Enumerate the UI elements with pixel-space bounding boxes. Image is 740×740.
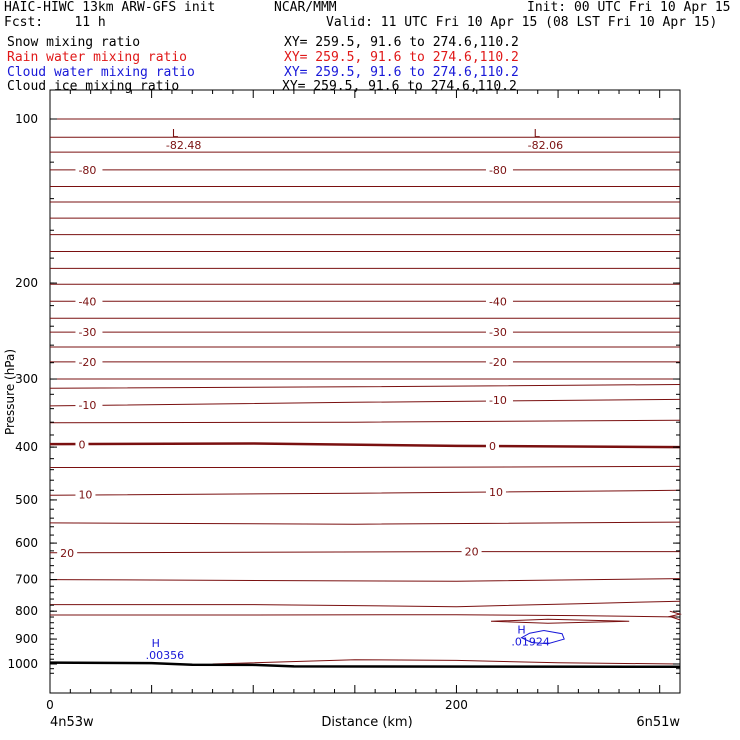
- y-tick-label: 500: [15, 493, 38, 507]
- cloud-water-contour: [520, 630, 565, 645]
- isotherm-line: [49, 521, 681, 525]
- closed-contour: [667, 610, 682, 621]
- forecast-hour: Fcst: 11 h: [4, 15, 106, 30]
- y-tick-label: 600: [15, 536, 38, 550]
- contour-label-bg: [485, 294, 513, 308]
- contour-label-bg: [485, 162, 513, 176]
- isotherm-line: [50, 465, 681, 468]
- contour-label-bg: [485, 393, 513, 407]
- contour-label-bg: [485, 325, 513, 339]
- isotherm-line: [50, 614, 681, 618]
- extremum-letter: L: [534, 127, 541, 140]
- model-title: HAIC-HIWC 13km ARW-GFS init: [4, 0, 216, 15]
- field-name-rain: Rain water mixing ratio: [7, 50, 188, 65]
- field-xy-cloud-water: XY= 259.5, 91.6 to 274.6,110.2: [284, 65, 519, 80]
- x-tick-label: 200: [445, 698, 468, 712]
- y-tick-label: 800: [15, 604, 38, 618]
- contour-label-bg: [75, 487, 96, 501]
- contour-label: -20: [489, 356, 507, 369]
- contour-label: -20: [78, 356, 96, 369]
- contour-label: -80: [489, 164, 507, 177]
- y-tick-label: 1000: [7, 657, 38, 671]
- contour-label: -10: [78, 399, 96, 412]
- contour-label: 20: [465, 546, 479, 559]
- contour-label-bg: [485, 438, 499, 452]
- y-tick-label: 300: [15, 372, 38, 386]
- extremum-letter: H: [517, 624, 525, 637]
- isotherm-line-0: [49, 442, 681, 449]
- right-endpoint-label: 6n51w: [636, 715, 680, 730]
- isotherm-line: [49, 384, 681, 389]
- contour-label: -30: [78, 326, 96, 339]
- contour-label-bg: [75, 398, 103, 412]
- isotherm-line: [50, 600, 681, 608]
- contour-label: 20: [60, 547, 74, 560]
- extremum-value: -82.48: [166, 139, 201, 152]
- contour-layer: [49, 118, 682, 669]
- field-xy-rain: XY= 259.5, 91.6 to 274.6,110.2: [284, 50, 519, 65]
- contour-label: 10: [489, 486, 503, 499]
- contour-label: -10: [489, 394, 507, 407]
- y-axis-title: Pressure (hPa): [3, 349, 17, 435]
- contour-label: -40: [78, 295, 96, 308]
- y-tick-label: 200: [15, 276, 38, 290]
- extremum-value: .00356: [146, 649, 185, 662]
- y-tick-label: 100: [15, 112, 38, 126]
- isotherm-line: [49, 578, 681, 582]
- contour-label-bg: [485, 484, 506, 498]
- contour-label-bg: [485, 354, 513, 368]
- y-tick-label: 900: [15, 632, 38, 646]
- left-endpoint-label: 4n53w: [50, 715, 94, 730]
- contour-label-bg: [75, 162, 103, 176]
- x-tick-label: 0: [46, 698, 54, 712]
- contour-label-bg: [75, 325, 103, 339]
- contour-label-bg: [75, 354, 103, 368]
- extremum-value: .01924: [511, 636, 549, 649]
- contour-label: -80: [78, 164, 96, 177]
- extremum-value: -82.06: [528, 139, 563, 152]
- org-label: NCAR/MMM: [274, 0, 337, 15]
- y-tick-label: 400: [15, 440, 38, 454]
- isotherm-line--10: [49, 398, 681, 407]
- extremum-letter: L: [172, 127, 179, 140]
- near-surface-contour: [212, 659, 681, 665]
- x-axis-title: Distance (km): [321, 715, 412, 730]
- contour-label-bg: [57, 545, 78, 559]
- contour-label: -40: [489, 295, 507, 308]
- init-time: Init: 00 UTC Fri 10 Apr 15: [527, 0, 731, 15]
- contour-label-bg: [75, 437, 89, 451]
- valid-time: Valid: 11 UTC Fri 10 Apr 15 (08 LST Fri …: [326, 15, 718, 30]
- field-name-cloud-water: Cloud water mixing ratio: [7, 65, 195, 80]
- closed-contour: [490, 618, 630, 624]
- field-name-snow: Snow mixing ratio: [7, 35, 141, 50]
- field-xy-snow: XY= 259.5, 91.6 to 274.6,110.2: [284, 35, 519, 50]
- contour-label: -30: [489, 326, 507, 339]
- terrain-line: [49, 661, 681, 669]
- y-tick-label: 700: [15, 573, 38, 587]
- contour-label: 10: [78, 489, 92, 502]
- isotherm-line-10: [49, 489, 681, 496]
- label-layer: -80 -80 -40 -40 -30 -30 -20 -20 -10 -10 0 0 10 10 20 20…: [57, 127, 563, 662]
- contour-label-bg: [75, 294, 103, 308]
- isotherm-line-20: [49, 551, 680, 554]
- isotherm-line: [49, 419, 681, 424]
- contour-label-bg: [461, 544, 482, 558]
- contour-label: 0: [489, 440, 496, 453]
- plot-frame: [49, 89, 681, 694]
- extremum-letter: H: [152, 637, 160, 650]
- contour-label: 0: [78, 439, 85, 452]
